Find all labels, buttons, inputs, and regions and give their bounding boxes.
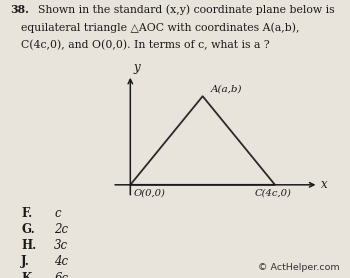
Text: J.: J.	[21, 255, 30, 269]
Text: H.: H.	[21, 239, 36, 252]
Text: C(4c,0), and O(0,0). In terms of c, what is a ?: C(4c,0), and O(0,0). In terms of c, what…	[21, 40, 270, 51]
Text: 2c: 2c	[54, 223, 68, 236]
Text: F.: F.	[21, 207, 32, 220]
Text: A(a,b): A(a,b)	[211, 85, 242, 94]
Text: x: x	[321, 178, 328, 191]
Text: O(0,0): O(0,0)	[133, 189, 165, 198]
Text: © ActHelper.com: © ActHelper.com	[258, 264, 340, 272]
Text: K.: K.	[21, 272, 35, 278]
Text: equilateral triangle △AOC with coordinates A(a,b),: equilateral triangle △AOC with coordinat…	[21, 22, 300, 33]
Text: 38.: 38.	[10, 4, 29, 15]
Text: y: y	[134, 61, 141, 74]
Text: c: c	[54, 207, 61, 220]
Text: C(4c,0): C(4c,0)	[255, 189, 292, 198]
Text: 6c: 6c	[54, 272, 68, 278]
Text: G.: G.	[21, 223, 35, 236]
Text: Shown in the standard (x,y) coordinate plane below is: Shown in the standard (x,y) coordinate p…	[38, 4, 335, 15]
Text: 4c: 4c	[54, 255, 68, 269]
Text: 3c: 3c	[54, 239, 68, 252]
